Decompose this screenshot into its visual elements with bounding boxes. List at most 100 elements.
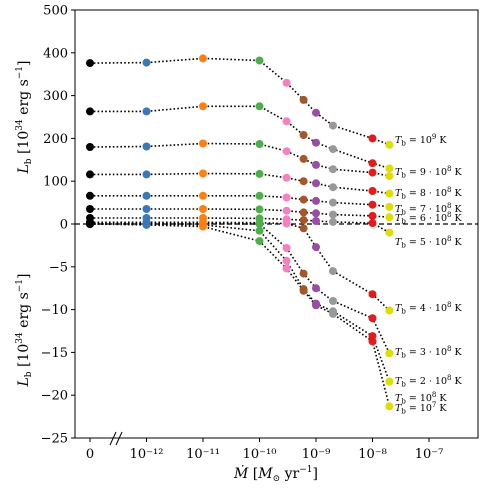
data-point: [142, 191, 151, 200]
x-tick-label: 10⁻¹²: [130, 447, 164, 462]
data-point: [142, 58, 151, 67]
data-point: [329, 217, 337, 226]
data-point: [368, 168, 377, 177]
data-point: [329, 309, 337, 318]
x-tick-label: 0: [86, 447, 94, 462]
y-axis-label-bottom: Lb [1034 erg s−1]: [15, 273, 34, 387]
data-point: [199, 139, 207, 148]
data-point: [385, 189, 394, 198]
data-point: [282, 173, 291, 182]
data-point: [299, 95, 308, 104]
series-line: [89, 57, 390, 146]
data-point: [282, 78, 291, 87]
data-point: [255, 56, 264, 65]
data-point: [255, 169, 264, 178]
data-point: [86, 59, 94, 68]
data-point: [312, 179, 320, 188]
data-point: [312, 209, 320, 218]
data-point: [368, 159, 377, 168]
series-label: Tb = 6 · 108 K: [395, 211, 463, 226]
data-point: [255, 205, 264, 214]
data-point: [255, 102, 264, 111]
data-point: [329, 165, 337, 174]
data-point: [142, 220, 151, 229]
series-line: [90, 172, 390, 195]
data-point: [312, 160, 320, 169]
data-point: [299, 208, 308, 217]
series-label: Tb = 107 K: [395, 401, 447, 416]
data-point: [282, 193, 291, 202]
data-point: [385, 140, 394, 149]
data-point: [142, 170, 151, 179]
data-point: [282, 219, 291, 228]
y-tick-label: 0: [60, 218, 68, 233]
data-point: [299, 216, 308, 225]
x-tick-label: 10⁻¹¹: [186, 447, 220, 462]
data-point: [199, 169, 207, 178]
y-axis-label-top: Lb [1034 erg s−1]: [15, 60, 34, 174]
data-point: [282, 264, 291, 273]
data-point: [312, 301, 320, 310]
data-point: [86, 220, 94, 228]
data-point: [312, 196, 320, 205]
series-labels: Tb = 109 KTb = 9 · 108 KTb = 8 · 108 KTb…: [395, 133, 463, 416]
series-line: [90, 105, 390, 170]
data-point: [199, 191, 207, 200]
data-point: [368, 219, 377, 228]
y-tick-label: −10: [41, 303, 68, 318]
series-line: [90, 195, 390, 208]
data-point: [255, 220, 264, 228]
data-point: [255, 191, 264, 200]
data-point: [368, 187, 377, 195]
data-point: [299, 131, 308, 139]
data-point: [329, 145, 337, 154]
series-label: Tb = 4 · 108 K: [395, 301, 463, 316]
data-point: [312, 138, 320, 147]
y-tick-label: 300: [43, 89, 68, 104]
data-point: [385, 202, 394, 211]
y-axis-ticks: 500 400 300 200 100 0 −5 −10 −15 −20 −25: [41, 4, 75, 447]
x-tick-label: 10⁻⁷: [415, 447, 444, 462]
y-tick-label: −20: [41, 389, 68, 404]
data-point: [142, 205, 151, 213]
data-point: [385, 172, 394, 181]
axis-break-mark: [109, 431, 123, 446]
data-point: [385, 377, 394, 386]
data-point: [312, 284, 320, 293]
series-line: [90, 223, 391, 382]
data-point: [86, 191, 94, 200]
data-point: [385, 164, 394, 173]
x-tick-label: 10⁻⁹: [302, 447, 331, 462]
data-point: [385, 228, 394, 237]
data-point: [86, 170, 94, 179]
data-point: [368, 200, 377, 209]
data-point: [385, 349, 394, 358]
data-point: [368, 290, 377, 299]
data-point: [255, 237, 264, 246]
y-tick-label: −5: [49, 260, 68, 275]
x-tick-label: 10⁻⁸: [358, 447, 387, 462]
data-point: [385, 213, 394, 222]
x-axis-label: Ṁ [M⊙ yr−1]: [233, 464, 318, 484]
series-line: [89, 142, 390, 177]
data-point: [199, 102, 207, 111]
data-point: [385, 402, 394, 411]
series-label: Tb = 109 K: [395, 133, 447, 148]
data-point: [255, 226, 264, 235]
series-label: Tb = 7 · 108 K: [395, 202, 463, 217]
data-point: [199, 222, 207, 231]
data-point: [312, 108, 320, 117]
y-tick-label: 400: [43, 46, 68, 61]
data-point: [312, 243, 320, 252]
series-label: Tb = 8 · 108 K: [395, 186, 463, 201]
y-tick-label: −15: [41, 346, 68, 361]
data-point: [142, 107, 151, 116]
data-point: [329, 267, 337, 276]
data-point: [368, 134, 377, 143]
series-line: [90, 222, 391, 354]
data-point: [199, 205, 207, 213]
series-line: [89, 223, 391, 407]
data-point: [368, 211, 377, 220]
data-point: [282, 117, 291, 126]
data-point: [282, 244, 291, 252]
